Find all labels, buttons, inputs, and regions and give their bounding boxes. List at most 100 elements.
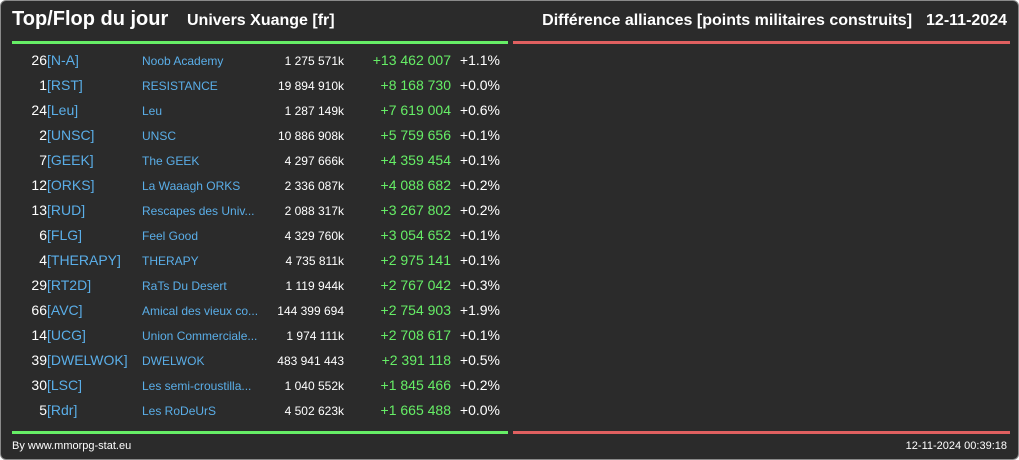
alliance-tag-link[interactable]: [Leu] [47, 102, 79, 118]
alliance-name-link[interactable]: La Waaagh ORKS [142, 179, 241, 193]
points-value: 10 886 908k [277, 129, 344, 143]
rank: 39 [31, 352, 47, 368]
points-value: 4 735 811k [285, 254, 345, 268]
rank: 29 [31, 277, 47, 293]
alliance-name-link[interactable]: The GEEK [142, 154, 200, 168]
header-right: Différence alliances [points militaires … [542, 12, 1007, 30]
universe-label: Univers Xuange [fr] [187, 12, 335, 29]
rank: 13 [31, 202, 47, 218]
rank: 26 [31, 52, 47, 68]
rank: 12 [31, 177, 47, 193]
diff-value: +5 759 656 [380, 127, 451, 143]
alliance-tag-link[interactable]: [N-A] [47, 52, 79, 68]
timestamp: 12-11-2024 00:39:18 [905, 440, 1007, 452]
alliance-name-link[interactable]: Leu [142, 104, 163, 118]
rank: 6 [39, 227, 47, 243]
alliance-tag-link[interactable]: [RST] [47, 77, 83, 93]
diff-value: +1 845 466 [380, 377, 451, 393]
list-item: 30 [LSC] Les semi-croustilla... 1 040 55… [12, 373, 508, 398]
alliance-tag-link[interactable]: [RT2D] [47, 277, 92, 293]
list-item: 29 [RT2D] RaTs Du Desert 1 119 944k +2 7… [12, 273, 508, 298]
list-item: 6 [FLG] Feel Good 4 329 760k +3 054 652 … [12, 223, 508, 248]
list-item: 39 [DWELWOK] DWELWOK 483 941 443 +2 391 … [12, 348, 508, 373]
points-value: 2 336 087k [284, 179, 344, 193]
diff-value: +4 359 454 [380, 152, 451, 168]
rank: 66 [31, 302, 47, 318]
percent-value: +0.1% [459, 127, 500, 143]
rank: 2 [39, 127, 47, 143]
credit-link[interactable]: By www.mmorpg-stat.eu [12, 440, 132, 452]
rank: 4 [39, 252, 47, 268]
diff-value: +3 054 652 [380, 227, 451, 243]
diff-value: +2 975 141 [380, 252, 451, 268]
flop-divider-bottom [513, 431, 1010, 434]
diff-value: +2 708 617 [380, 327, 451, 343]
alliance-name-link[interactable]: DWELWOK [142, 354, 205, 368]
alliance-tag-link[interactable]: [ORKS] [47, 177, 95, 193]
rank: 7 [39, 152, 47, 168]
points-value: 1 974 111k [286, 329, 344, 343]
alliance-tag-link[interactable]: [UNSC] [47, 127, 95, 143]
top-divider [12, 41, 508, 44]
percent-value: +1.9% [459, 302, 500, 318]
alliance-name-link[interactable]: Les RoDeUrS [142, 404, 217, 418]
alliance-name-link[interactable]: Noob Academy [142, 54, 224, 68]
percent-value: +0.2% [459, 377, 500, 393]
list-item: 13 [RUD] Rescapes des Univ... 2 088 317k… [12, 198, 508, 223]
points-value: 4 297 666k [284, 154, 344, 168]
diff-value: +2 754 903 [380, 302, 451, 318]
list-item: 26 [N-A] Noob Academy 1 275 571k +13 462… [12, 48, 508, 73]
list-item: 2 [UNSC] UNSC 10 886 908k +5 759 656 +0.… [12, 123, 508, 148]
alliance-name-link[interactable]: Rescapes des Univ... [142, 204, 255, 218]
rank: 30 [31, 377, 47, 393]
percent-value: +0.1% [459, 152, 500, 168]
percent-value: +1.1% [459, 52, 500, 68]
alliance-name-link[interactable]: RESISTANCE [142, 79, 218, 93]
top-divider-bottom [12, 431, 508, 434]
alliance-name-link[interactable]: RaTs Du Desert [142, 279, 227, 293]
rank: 5 [39, 402, 47, 418]
points-value: 4 329 760k [284, 229, 344, 243]
diff-value: +2 391 118 [381, 352, 451, 368]
points-value: 19 894 910k [277, 79, 344, 93]
alliance-tag-link[interactable]: [Rdr] [47, 402, 78, 418]
flop-divider [513, 41, 1010, 44]
points-value: 1 040 552k [284, 379, 344, 393]
points-value: 4 502 623k [284, 404, 344, 418]
percent-value: +0.5% [459, 352, 500, 368]
alliance-tag-link[interactable]: [FLG] [47, 227, 83, 243]
alliance-tag-link[interactable]: [GEEK] [47, 152, 94, 168]
alliance-tag-link[interactable]: [UCG] [47, 327, 86, 343]
list-item: 1 [RST] RESISTANCE 19 894 910k +8 168 73… [12, 73, 508, 98]
percent-value: +0.3% [459, 277, 500, 293]
date-label: 12-11-2024 [926, 12, 1007, 29]
alliance-tag-link[interactable]: [DWELWOK] [47, 352, 128, 368]
alliance-name-link[interactable]: Union Commerciale... [142, 329, 258, 343]
page-title: Top/Flop du jour [12, 8, 169, 30]
alliance-tag-link[interactable]: [THERAPY] [47, 252, 121, 268]
diff-value: +1 665 488 [380, 402, 451, 418]
alliance-name-link[interactable]: UNSC [142, 129, 177, 143]
rank: 14 [31, 327, 47, 343]
alliance-name-link[interactable]: Amical des vieux co... [142, 304, 259, 318]
points-value: 2 088 317k [284, 204, 344, 218]
alliance-name-link[interactable]: Les semi-croustilla... [142, 379, 252, 393]
diff-value: +13 462 007 [372, 52, 451, 68]
alliance-tag-link[interactable]: [LSC] [47, 377, 83, 393]
rank: 24 [31, 102, 47, 118]
diff-value: +3 267 802 [380, 202, 451, 218]
percent-value: +0.2% [459, 177, 500, 193]
subject-label: Différence alliances [points militaires … [542, 12, 913, 29]
percent-value: +0.0% [459, 77, 500, 93]
list-item: 5 [Rdr] Les RoDeUrS 4 502 623k +1 665 48… [12, 398, 508, 423]
points-value: 1 287 149k [284, 104, 344, 118]
points-value: 144 399 694 [277, 304, 344, 318]
alliance-name-link[interactable]: Feel Good [142, 229, 199, 243]
list-item: 66 [AVC] Amical des vieux co... 144 399 … [12, 298, 508, 323]
alliance-tag-link[interactable]: [AVC] [47, 302, 83, 318]
alliance-tag-link[interactable]: [RUD] [47, 202, 86, 218]
percent-value: +0.1% [459, 227, 500, 243]
diff-value: +7 619 004 [380, 102, 451, 118]
alliance-name-link[interactable]: THERAPY [142, 254, 199, 268]
percent-value: +0.1% [459, 327, 500, 343]
